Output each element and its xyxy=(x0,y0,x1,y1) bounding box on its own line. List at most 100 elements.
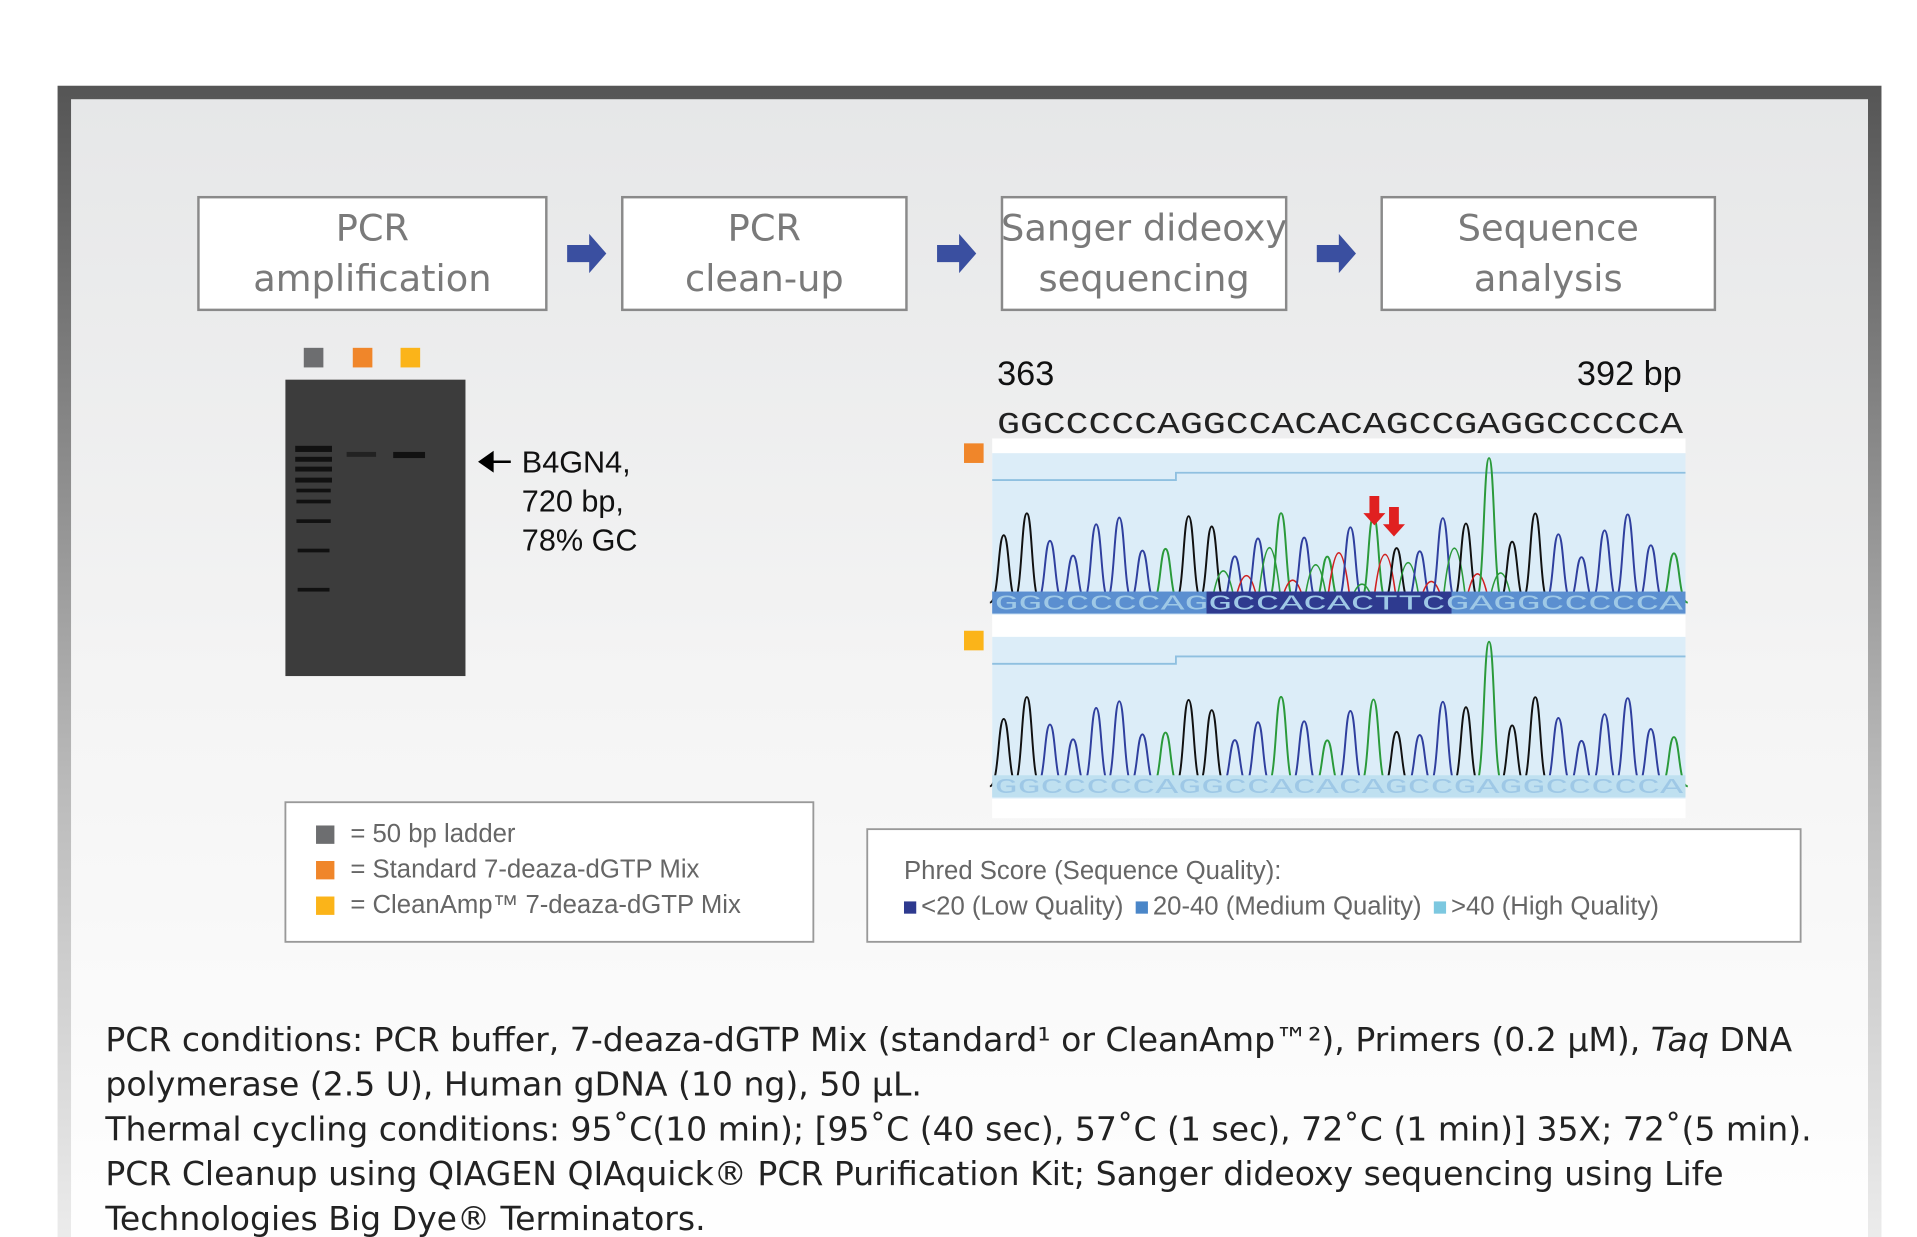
peak xyxy=(1428,517,1458,604)
legend-swatch xyxy=(316,861,335,880)
standard-swatch xyxy=(352,347,373,368)
step-label: PCR xyxy=(728,207,801,250)
peak xyxy=(1289,536,1319,604)
peak xyxy=(1589,529,1620,604)
noise-peak xyxy=(1442,547,1467,603)
peak xyxy=(1543,717,1574,788)
peak xyxy=(1128,549,1157,604)
peak xyxy=(1382,547,1412,604)
seq-end: 392 bp xyxy=(1577,355,1682,393)
peak xyxy=(1012,696,1042,788)
peak xyxy=(1128,733,1157,788)
conditions-text: PCR conditions: PCR buffer, 7-deaza-dGTP… xyxy=(105,1020,1650,1059)
peak xyxy=(1520,512,1551,604)
peak xyxy=(1266,695,1296,788)
step-label: clean-up xyxy=(685,257,844,300)
noise-peak xyxy=(1257,547,1282,603)
peak xyxy=(1035,723,1065,788)
peak xyxy=(988,534,1019,604)
step-label: analysis xyxy=(1474,257,1623,300)
peak xyxy=(1289,720,1319,788)
gel-legend-box xyxy=(284,801,815,943)
noise-peak xyxy=(1303,564,1329,603)
conditions-line: PCR Cleanup using QIAGEN QIAquick® PCR P… xyxy=(105,1154,1723,1193)
gel-bands xyxy=(295,445,426,592)
peak xyxy=(1196,709,1227,788)
traces: GGCCCCCAGGCCACACTTCGAGGCCCCCA GGCCCCCAGGC… xyxy=(988,453,1689,800)
noise-peak xyxy=(1326,552,1352,603)
peak xyxy=(1474,457,1504,604)
peak xyxy=(1151,731,1180,788)
low-quality xyxy=(1206,591,1452,614)
peak xyxy=(1173,515,1204,604)
step-box xyxy=(1000,195,1288,312)
phred-swatch xyxy=(1135,901,1148,914)
conditions-line: Thermal cycling conditions: 95˚C(10 min)… xyxy=(104,1109,1811,1148)
cleanamp-swatch xyxy=(400,347,421,368)
step-label: Sanger dideoxy xyxy=(1001,207,1287,250)
step-box xyxy=(621,195,908,312)
peak xyxy=(1451,522,1481,604)
step-label: Sequence xyxy=(1458,207,1639,250)
noise-peak xyxy=(1210,570,1236,603)
step-label: PCR xyxy=(336,207,409,250)
phred-item: <20 (Low Quality) xyxy=(921,892,1123,920)
reference-sequence: GGCCCCCAGGCCACACAGCCGAGGCCCCCA xyxy=(997,409,1684,443)
conditions-line: polymerase (2.5 U), Human gDNA (10 ng), … xyxy=(105,1064,922,1103)
peak xyxy=(1589,713,1620,788)
peak xyxy=(1382,730,1412,788)
quality-step xyxy=(992,655,1686,665)
peak xyxy=(1405,550,1435,604)
band-arrow xyxy=(478,450,511,473)
peak xyxy=(1196,525,1227,604)
phred-title: Phred Score (Sequence Quality): xyxy=(904,857,1281,885)
conditions-text: Taq xyxy=(1651,1020,1709,1059)
quality-step xyxy=(992,471,1686,482)
base-calls: GGCCCCCAGGCCACACTTCGAGGCCCCCA xyxy=(995,593,1684,616)
legend-item: = 50 bp ladder xyxy=(350,820,516,848)
conditions-line: PCR conditions: PCR buffer, 7-deaza-dGTP… xyxy=(105,1020,1792,1059)
conditions-text: polymerase (2.5 U), Human gDNA (10 ng), … xyxy=(105,1064,922,1103)
peak xyxy=(1335,710,1366,788)
peak xyxy=(1612,513,1643,604)
step-box xyxy=(1380,195,1717,312)
mismatch-arrows xyxy=(1363,496,1405,537)
legend-item: = CleanAmp™ 7-deaza-dGTP Mix xyxy=(350,891,741,919)
conditions-line: Technologies Big Dye® Terminators. xyxy=(104,1198,705,1237)
band-label: 720 bp, xyxy=(522,484,624,518)
quality-band xyxy=(992,636,1686,799)
peak xyxy=(1173,699,1204,788)
step-box xyxy=(197,195,548,312)
seq-start: 363 xyxy=(997,355,1054,393)
noise-peak xyxy=(1372,553,1398,603)
conditions-text: PCR Cleanup using QIAGEN QIAquick® PCR P… xyxy=(105,1154,1723,1193)
peak xyxy=(1612,697,1643,788)
ladder-swatch xyxy=(303,347,324,368)
legend-item: = Standard 7-deaza-dGTP Mix xyxy=(350,856,699,884)
step-label: sequencing xyxy=(1038,257,1249,300)
peak xyxy=(1243,721,1273,788)
peak xyxy=(988,717,1019,788)
peak xyxy=(1081,523,1111,604)
band-label: 78% GC xyxy=(522,524,638,558)
peak xyxy=(1035,539,1065,604)
trace-swatch xyxy=(964,630,984,651)
trace-swatch xyxy=(964,443,984,463)
peak xyxy=(1520,696,1551,788)
conditions-text: DNA xyxy=(1709,1020,1793,1059)
peak xyxy=(1497,724,1527,788)
step-label: amplification xyxy=(253,257,491,300)
peak xyxy=(1636,544,1666,604)
phred-swatch xyxy=(903,901,917,914)
phred-swatch xyxy=(1433,901,1447,914)
peak xyxy=(1405,734,1435,788)
peak xyxy=(1104,700,1135,788)
peak xyxy=(1012,512,1042,604)
peak xyxy=(1104,516,1135,604)
quality-band xyxy=(992,453,1686,615)
flow-arrows xyxy=(567,233,1356,274)
peak xyxy=(1636,728,1666,788)
peak xyxy=(1428,700,1458,788)
phred-item: >40 (High Quality) xyxy=(1451,892,1659,920)
